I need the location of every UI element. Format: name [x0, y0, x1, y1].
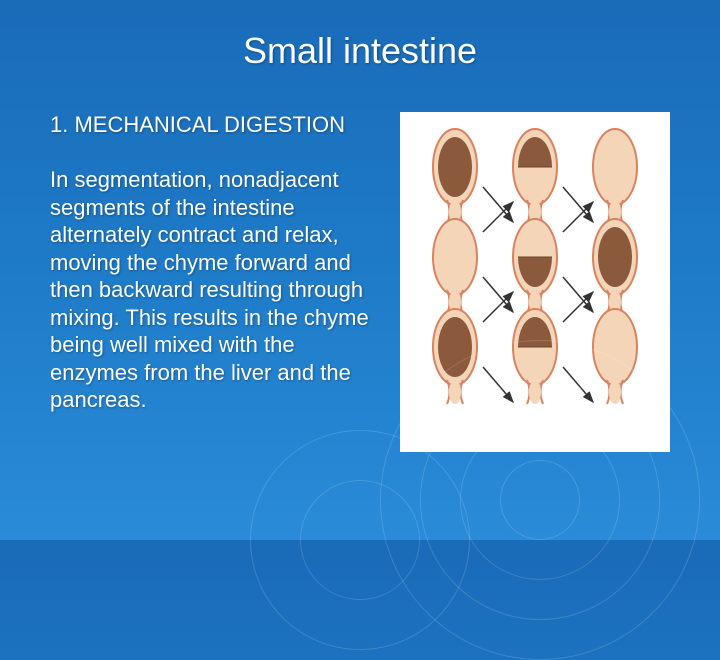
- segmentation-diagram: [400, 112, 670, 452]
- text-column: 1. MECHANICAL DIGESTION In segmentation,…: [50, 112, 380, 510]
- content-row: 1. MECHANICAL DIGESTION In segmentation,…: [50, 112, 670, 510]
- slide-container: Small intestine 1. MECHANICAL DIGESTION …: [0, 0, 720, 540]
- diagram-column: [400, 112, 670, 510]
- subheading: 1. MECHANICAL DIGESTION: [50, 112, 380, 138]
- body-text: In segmentation, nonadjacent segments of…: [50, 166, 380, 414]
- slide-title: Small intestine: [50, 30, 670, 72]
